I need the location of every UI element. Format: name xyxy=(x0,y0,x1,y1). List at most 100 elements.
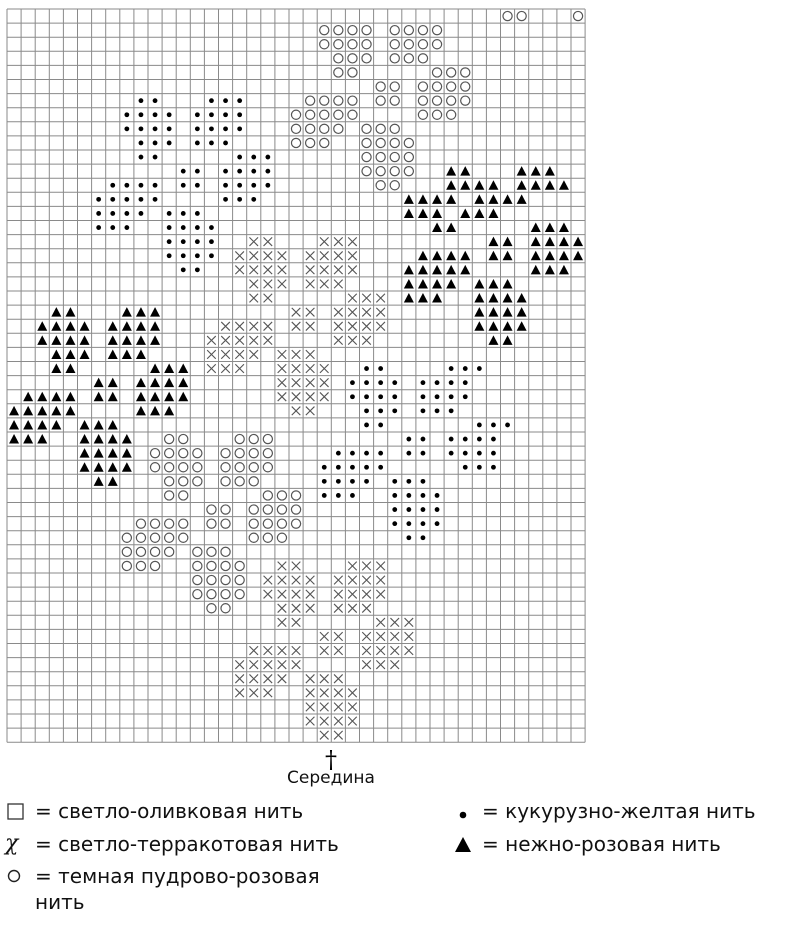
cell-dot xyxy=(209,126,214,132)
knitting-chart: † xyxy=(6,8,586,770)
cell-dot xyxy=(251,154,257,160)
cell-triangle xyxy=(474,307,485,317)
cell-circle xyxy=(178,532,189,543)
cell-dot xyxy=(462,464,468,470)
cell-cross xyxy=(333,589,344,599)
cell-cross xyxy=(333,321,344,331)
cell-circle xyxy=(572,10,584,22)
cell-triangle xyxy=(432,194,443,204)
cell-cross xyxy=(206,363,217,374)
cell-triangle xyxy=(544,222,555,233)
cell-dot xyxy=(392,493,398,498)
cell-dot xyxy=(237,154,243,160)
cell-cross xyxy=(319,279,329,289)
cell-triangle xyxy=(488,194,499,204)
cell-cross xyxy=(277,561,287,571)
cell-cross xyxy=(319,645,329,656)
cell-dot xyxy=(152,154,158,160)
cell-triangle xyxy=(121,434,132,444)
cell-cross xyxy=(319,251,329,261)
cell-cross xyxy=(333,279,344,289)
cell-cross xyxy=(263,321,273,331)
cell-circle xyxy=(234,447,245,459)
cell-cross xyxy=(277,617,287,628)
cell-cross xyxy=(277,392,287,402)
cell-cross xyxy=(277,251,287,261)
cell-dot xyxy=(448,450,454,456)
cell-dot xyxy=(251,182,257,188)
cell-triangle xyxy=(107,321,118,331)
cell-dot xyxy=(434,493,440,498)
cell-circle xyxy=(163,462,175,473)
cell-circle xyxy=(206,574,217,586)
cell-circle xyxy=(431,109,443,120)
cell-triangle xyxy=(51,391,62,402)
cell-dot xyxy=(180,267,186,273)
legend-item-terracotta: χ = светло-терракотовая нить xyxy=(5,831,365,857)
cell-triangle xyxy=(150,377,161,388)
cell-cross xyxy=(319,236,329,247)
cell-circle xyxy=(431,95,443,106)
cell-triangle xyxy=(474,208,485,218)
cell-dot xyxy=(251,168,257,174)
cell-circle xyxy=(445,81,457,92)
cell-cross xyxy=(291,589,301,599)
cell-dot xyxy=(166,140,172,146)
cell-triangle xyxy=(446,222,457,233)
cell-dot xyxy=(476,422,482,428)
legend-label: = кукурузно-желтая нить xyxy=(482,799,756,823)
cell-cross xyxy=(347,702,358,712)
cell-circle xyxy=(163,518,175,529)
cell-cross xyxy=(263,674,273,684)
cell-dot xyxy=(237,126,243,132)
cell-triangle xyxy=(474,321,485,331)
cell-circle xyxy=(319,95,330,106)
cell-dot xyxy=(138,126,144,132)
cell-cross xyxy=(291,392,301,402)
cell-circle xyxy=(333,24,344,36)
cell-triangle xyxy=(558,180,569,190)
cell-dot xyxy=(223,168,228,174)
cell-dot xyxy=(406,478,412,484)
cell-dot xyxy=(364,394,369,400)
cell-cross xyxy=(375,307,386,317)
cell-triangle xyxy=(65,335,76,345)
cell-dot xyxy=(152,126,158,132)
cell-dot xyxy=(124,196,130,202)
cell-triangle xyxy=(474,278,485,289)
cell-circle xyxy=(333,39,344,50)
cell-cross xyxy=(333,631,344,642)
cell-dot xyxy=(378,366,384,371)
legend-label: = светло-оливковая нить xyxy=(35,799,304,823)
cell-dot xyxy=(420,380,426,386)
cell-circle xyxy=(389,95,400,106)
cell-cross xyxy=(347,321,358,331)
cell-cross xyxy=(347,603,358,613)
cell-triangle xyxy=(403,208,414,218)
cell-cross xyxy=(305,279,315,289)
cell-circle xyxy=(149,560,161,572)
cell-cross xyxy=(347,589,358,599)
cell-dot xyxy=(378,380,384,386)
cell-cross xyxy=(291,363,301,374)
cell-triangle xyxy=(107,391,118,402)
cell-circle xyxy=(445,67,457,78)
cell-circle xyxy=(431,81,443,92)
cell-dot xyxy=(350,493,355,498)
cell-circle xyxy=(262,433,274,445)
cell-dot xyxy=(96,225,102,230)
cell-cross xyxy=(277,645,287,656)
cell-cross xyxy=(263,279,273,289)
cell-circle xyxy=(460,95,471,106)
cell-dot xyxy=(350,380,355,386)
cell-triangle xyxy=(135,307,146,317)
cell-dot xyxy=(194,168,200,174)
cell-circle xyxy=(304,123,316,135)
cell-triangle xyxy=(474,293,485,303)
cell-triangle xyxy=(460,250,471,261)
cell-cross xyxy=(347,236,358,247)
circle-icon xyxy=(5,863,35,889)
cell-circle xyxy=(248,433,259,445)
cell-triangle xyxy=(135,349,146,359)
cell-triangle xyxy=(65,391,76,402)
